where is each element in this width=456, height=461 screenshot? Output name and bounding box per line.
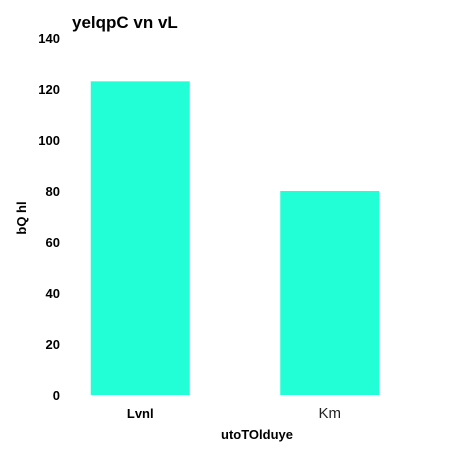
x-axis-label: utoTOlduye xyxy=(221,427,293,442)
y-tick-label: 100 xyxy=(38,133,60,148)
x-tick-label: Lvnl xyxy=(127,406,154,421)
bars-group xyxy=(90,81,380,395)
chart-title: yelqpC vn vL xyxy=(72,13,178,32)
bar-0 xyxy=(90,81,190,395)
y-tick-label: 20 xyxy=(46,337,60,352)
y-tick-label: 80 xyxy=(46,184,60,199)
y-tick-label: 60 xyxy=(46,235,60,250)
bar-1 xyxy=(280,191,380,395)
y-tick-label: 40 xyxy=(46,286,60,301)
x-tick-label: Km xyxy=(319,405,342,422)
y-tick-label: 0 xyxy=(53,388,60,403)
y-tick-label: 140 xyxy=(38,31,60,46)
y-axis-label: bQ hl xyxy=(14,201,29,234)
y-axis-ticks: 0 20 40 60 80 100 120 140 xyxy=(38,31,60,403)
y-tick-label: 120 xyxy=(38,82,60,97)
x-axis-ticks: Lvnl Km xyxy=(127,405,341,422)
